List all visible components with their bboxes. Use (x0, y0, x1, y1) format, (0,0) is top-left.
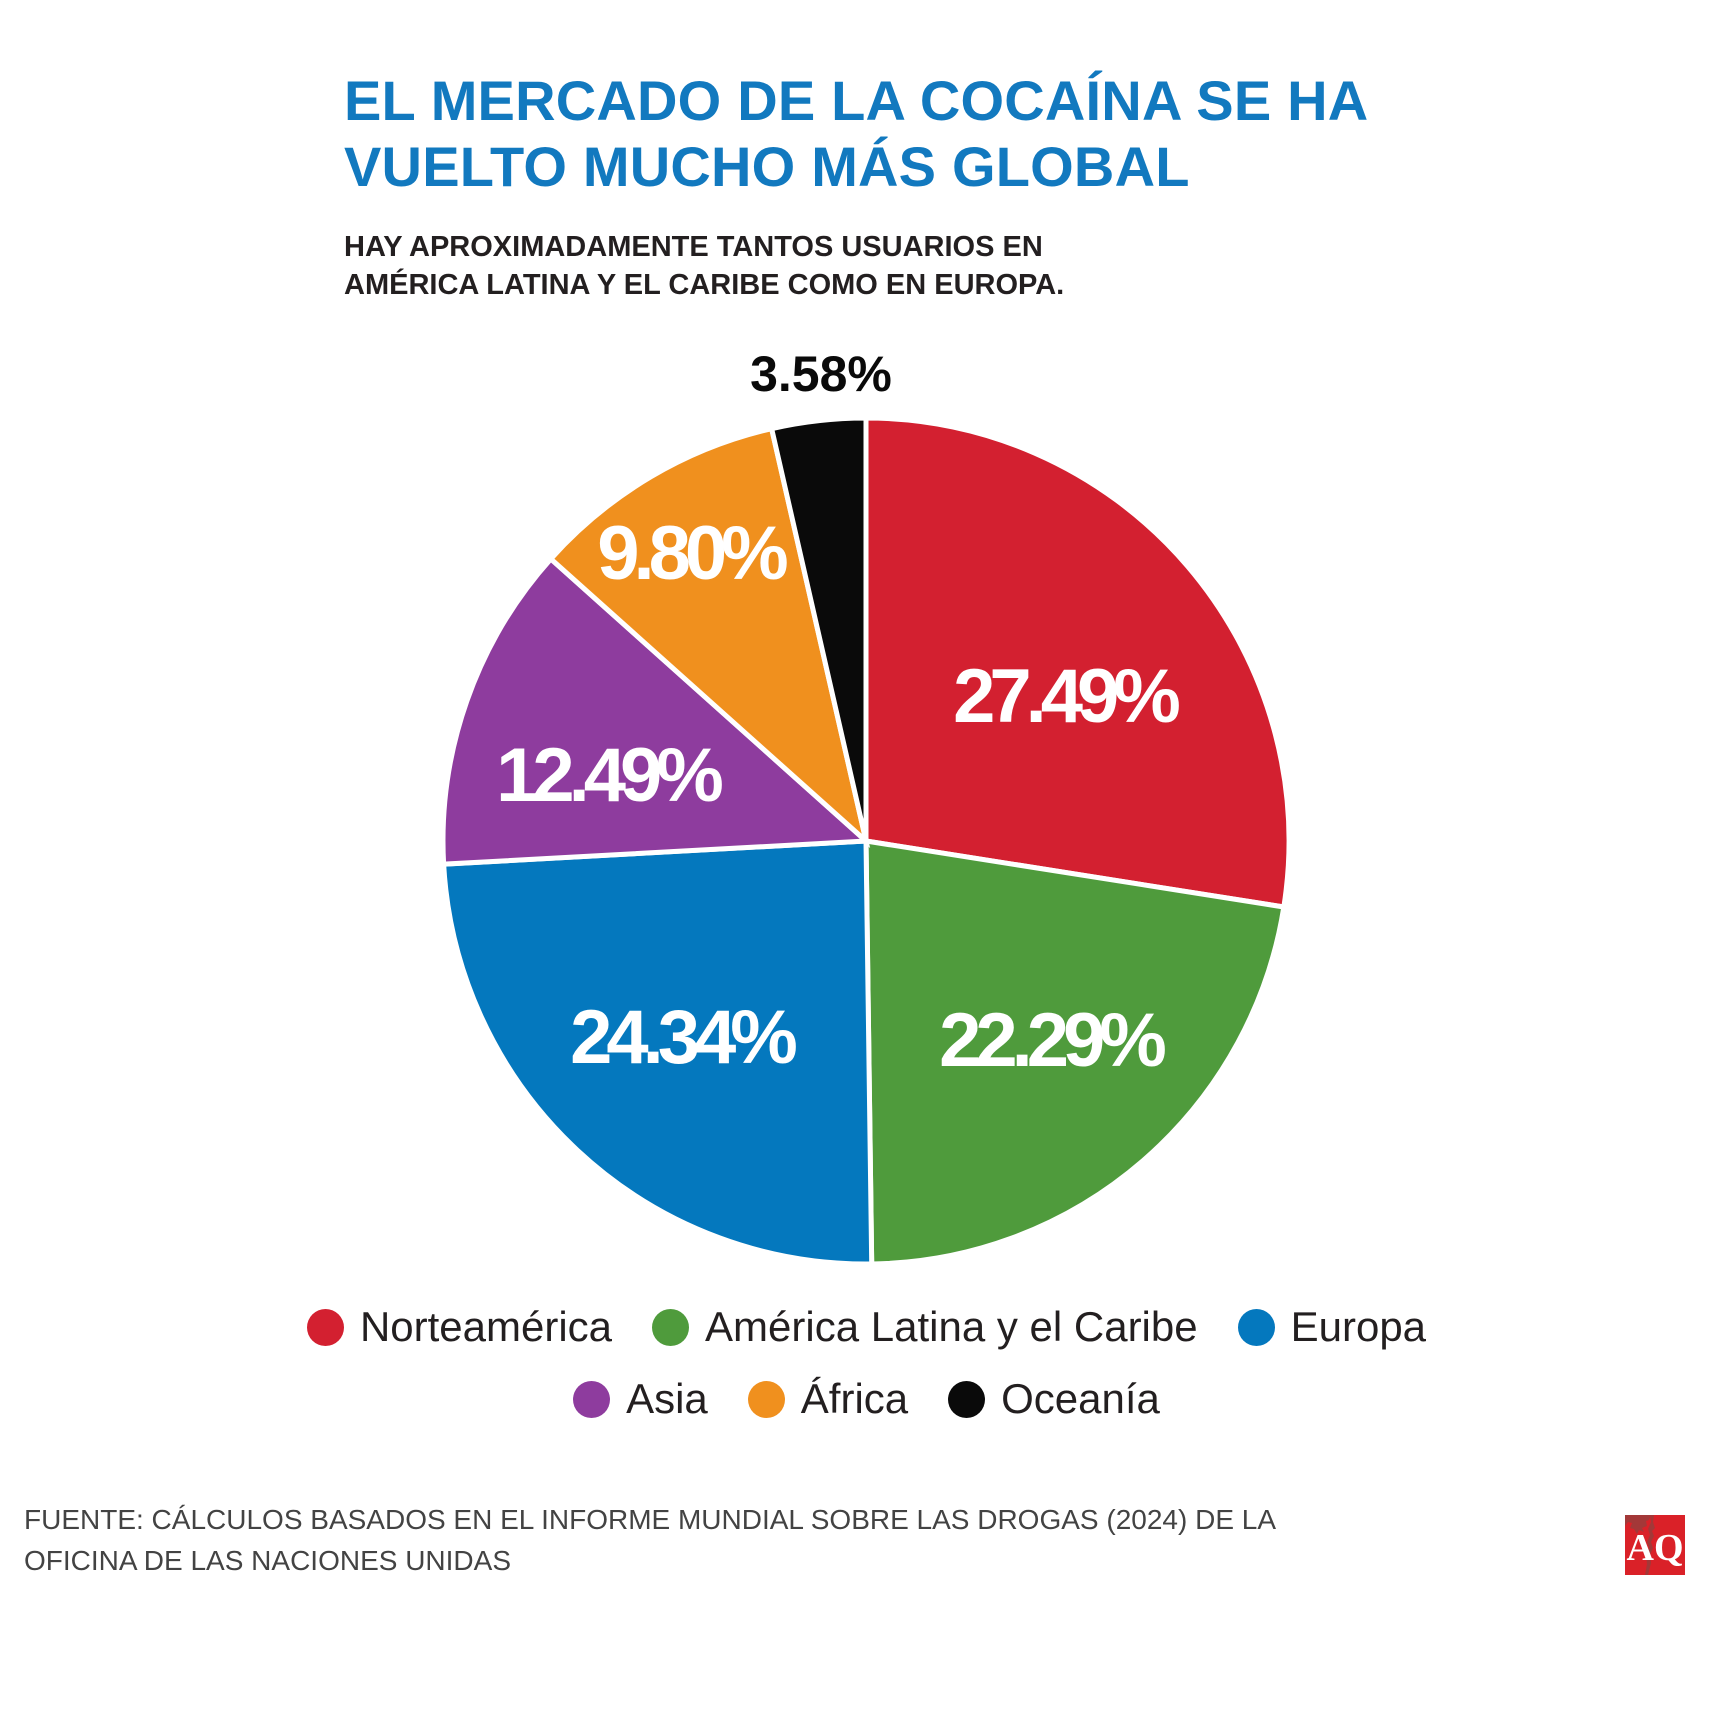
svg-text:12.49%: 12.49% (496, 733, 722, 818)
svg-text:27.49%: 27.49% (953, 654, 1179, 739)
svg-text:22.29%: 22.29% (939, 998, 1165, 1083)
svg-text:AQ: AQ (1627, 1527, 1684, 1569)
svg-text:9.80%: 9.80% (597, 511, 787, 596)
svg-text:3.58%: 3.58% (750, 346, 892, 402)
svg-text:24.34%: 24.34% (570, 995, 796, 1080)
